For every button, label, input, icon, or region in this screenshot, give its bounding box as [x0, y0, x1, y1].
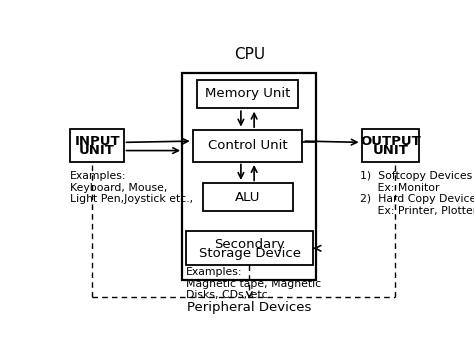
Text: Examples:
Magnetic tape, Magnetic
Disks, CDs, etc.: Examples: Magnetic tape, Magnetic Disks,… — [186, 267, 321, 300]
Text: ALU: ALU — [235, 191, 260, 203]
Text: Secondary: Secondary — [214, 238, 285, 251]
Bar — [186, 231, 313, 266]
Bar — [362, 129, 419, 162]
Text: Memory Unit: Memory Unit — [205, 87, 291, 100]
Text: INPUT: INPUT — [74, 135, 120, 148]
Text: Peripheral Devices: Peripheral Devices — [187, 301, 312, 314]
Bar — [202, 184, 292, 211]
Text: UNIT: UNIT — [373, 144, 409, 157]
Text: 1)  Softcopy Devices
     Ex: Monitor
2)  Hard Copy Devices
     Ex: Printer, Pl: 1) Softcopy Devices Ex: Monitor 2) Hard … — [360, 171, 474, 216]
Bar — [197, 80, 298, 108]
Text: Examples:
Keyboard, Mouse,
Light Pen,Joystick etc.,: Examples: Keyboard, Mouse, Light Pen,Joy… — [70, 171, 192, 204]
Text: OUTPUT: OUTPUT — [361, 135, 421, 148]
Text: UNIT: UNIT — [79, 144, 115, 157]
Bar — [70, 129, 124, 162]
Text: Control Unit: Control Unit — [208, 139, 288, 152]
Text: Storage Device: Storage Device — [199, 247, 301, 260]
Text: CPU: CPU — [234, 48, 265, 62]
Bar — [193, 130, 301, 162]
Bar — [182, 73, 316, 280]
